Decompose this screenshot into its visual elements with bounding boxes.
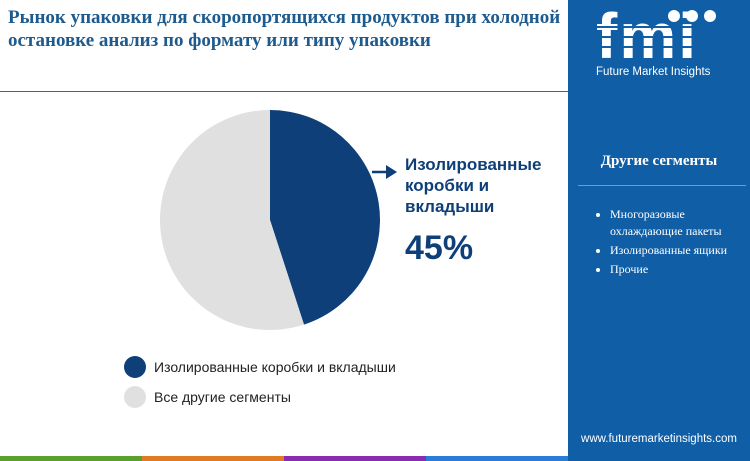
callout-value: 45% xyxy=(405,229,474,267)
website-url[interactable]: www.futuremarketinsights.com xyxy=(581,433,737,445)
legend-label: Все другие сегменты xyxy=(154,389,291,405)
legend-swatch xyxy=(124,356,146,378)
callout-arrow-icon xyxy=(372,165,397,179)
legend-label: Изолированные коробки и вкладыши xyxy=(154,359,396,375)
title-divider xyxy=(0,91,568,92)
legend-item: Все другие сегменты xyxy=(124,386,396,408)
bar-segment xyxy=(426,456,568,461)
bar-segment xyxy=(284,456,426,461)
list-item: Прочие xyxy=(610,261,730,278)
pie-chart xyxy=(159,110,380,330)
pie-slice xyxy=(159,110,304,330)
list-item: Изолированные ящики xyxy=(610,242,730,259)
sidebar-divider xyxy=(578,185,746,186)
legend-swatch xyxy=(124,386,146,408)
fmi-logo: fmi xyxy=(596,6,726,66)
legend: Изолированные коробки и вкладыши Все дру… xyxy=(124,356,396,416)
pie-slice xyxy=(270,110,380,325)
list-item: Многоразовые охлаждающие пакеты xyxy=(610,206,730,240)
sidebar: fmi Future Market Insights Другие сегмен… xyxy=(568,0,750,461)
brand-name: Future Market Insights xyxy=(596,66,711,78)
bar-segment xyxy=(142,456,284,461)
legend-item: Изолированные коробки и вкладыши xyxy=(124,356,396,378)
callout-label: Изолированные коробки и вкладыши xyxy=(405,155,542,216)
bottom-color-bar xyxy=(0,456,568,461)
bar-segment xyxy=(0,456,142,461)
segment-list: Многоразовые охлаждающие пакеты Изолиров… xyxy=(588,206,730,280)
sidebar-heading: Другие сегменты xyxy=(600,153,718,169)
chart-title: Рынок упаковки для скоропортящихся проду… xyxy=(8,7,561,51)
